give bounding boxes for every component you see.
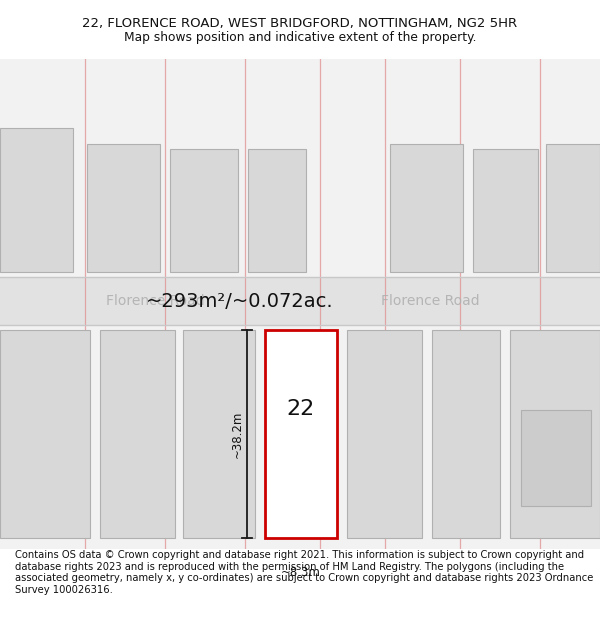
Text: ~293m²/~0.072ac.: ~293m²/~0.072ac. — [146, 292, 334, 311]
Text: Florence Road: Florence Road — [106, 294, 205, 308]
Bar — [265, 331, 337, 538]
Bar — [347, 331, 422, 538]
Bar — [170, 149, 238, 272]
Bar — [432, 331, 500, 538]
Bar — [0, 277, 600, 325]
Bar — [546, 144, 600, 272]
Bar — [0, 331, 90, 538]
Bar — [183, 331, 255, 538]
Bar — [87, 144, 160, 272]
Bar — [100, 331, 175, 538]
Text: ~38.2m: ~38.2m — [230, 411, 244, 458]
Text: 22: 22 — [287, 399, 315, 419]
Text: Contains OS data © Crown copyright and database right 2021. This information is : Contains OS data © Crown copyright and d… — [15, 550, 593, 595]
Bar — [521, 410, 591, 506]
Bar — [248, 149, 306, 272]
Bar — [473, 149, 538, 272]
Text: Florence Road: Florence Road — [380, 294, 479, 308]
Text: Map shows position and indicative extent of the property.: Map shows position and indicative extent… — [124, 31, 476, 44]
Bar — [0, 128, 73, 272]
Bar — [390, 144, 463, 272]
Text: 22, FLORENCE ROAD, WEST BRIDGFORD, NOTTINGHAM, NG2 5HR: 22, FLORENCE ROAD, WEST BRIDGFORD, NOTTI… — [82, 18, 518, 30]
Bar — [510, 331, 600, 538]
Text: ~8.3m: ~8.3m — [281, 566, 321, 579]
